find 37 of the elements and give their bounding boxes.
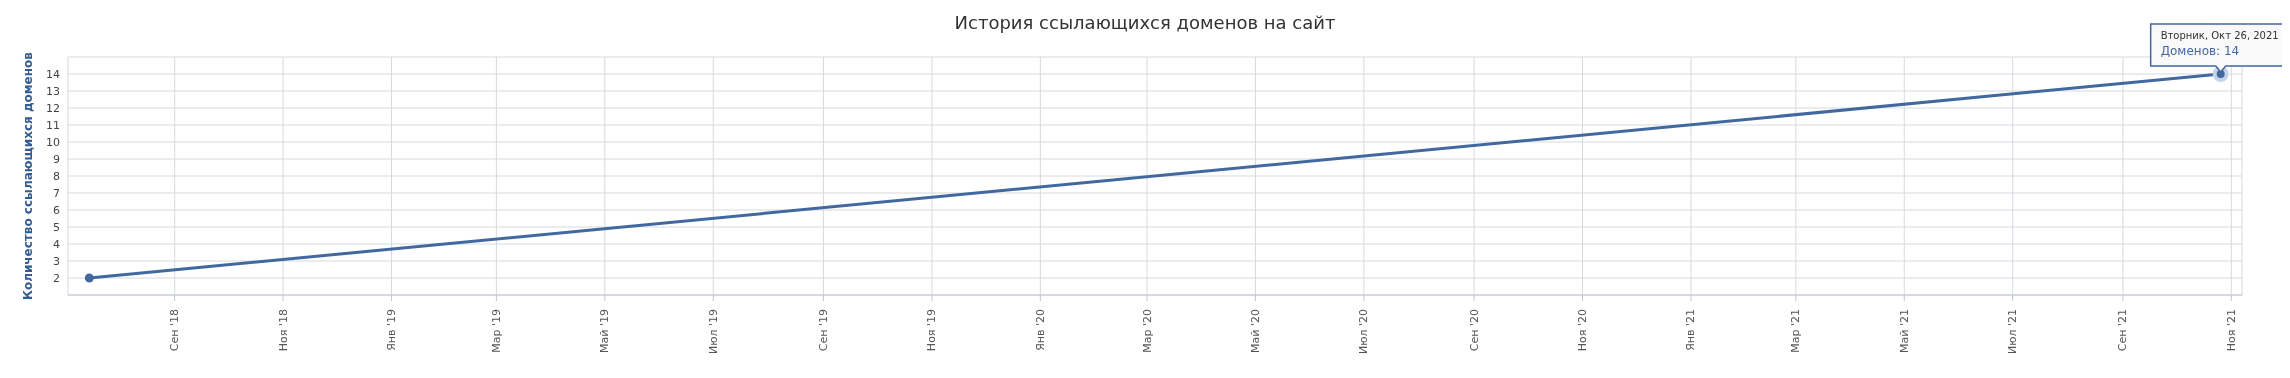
x-tick-label: Сен '20 (1467, 309, 1481, 352)
annotation: Доменов: 14 (2160, 44, 2240, 58)
x-tick-label: Мар '20 (1140, 309, 1154, 353)
x-tick-label: Май '20 (1248, 309, 1262, 353)
x-tick-label: Май '19 (598, 309, 612, 353)
y-tick-label: 2 (53, 271, 60, 285)
y-tick-label: 13 (46, 84, 60, 98)
y-tick-label: 11 (46, 118, 60, 132)
x-tick-label: Ноя '20 (1576, 309, 1590, 352)
x-tick-label: Июл '20 (1357, 309, 1371, 355)
x-tick-label: Май '21 (1897, 309, 1911, 353)
x-tick-label: Июл '21 (2006, 309, 2020, 355)
x-tick-label: Сен '19 (816, 309, 830, 352)
x-tick-label: Мар '21 (1789, 309, 1803, 353)
y-tick-label: 8 (53, 169, 60, 183)
x-tick-label: Ноя '21 (2224, 309, 2238, 352)
y-tick-label: 10 (46, 135, 60, 149)
x-tick-label: Сен '18 (168, 309, 182, 352)
y-tick-label: 14 (46, 67, 60, 81)
x-tick-label: Июл '19 (706, 309, 720, 355)
y-axis-title: Количество ссылающихся доменов (21, 51, 36, 300)
x-tick-label: Янв '20 (1033, 309, 1047, 351)
y-tick-label: 9 (53, 152, 60, 166)
y-tick-label: 12 (46, 101, 60, 115)
x-tick-label: Ноя '18 (276, 309, 290, 352)
y-tick-label: 7 (53, 186, 60, 200)
x-tick-label: Сен '21 (2116, 309, 2130, 352)
chart-title: История ссылающихся доменов на сайт (954, 12, 1336, 33)
y-tick-label: 6 (53, 203, 60, 217)
x-tick-label: Ноя '19 (925, 309, 939, 352)
x-tick-label: Янв '19 (385, 309, 399, 351)
y-tick-label: 5 (53, 220, 60, 234)
x-tick-label: Янв '21 (1684, 309, 1698, 351)
x-tick-label: Мар '19 (489, 309, 503, 353)
y-tick-label: 3 (53, 254, 60, 268)
y-tick-label: 4 (53, 237, 60, 251)
text: Вторник, Окт 26, 2021 (2160, 30, 2279, 41)
